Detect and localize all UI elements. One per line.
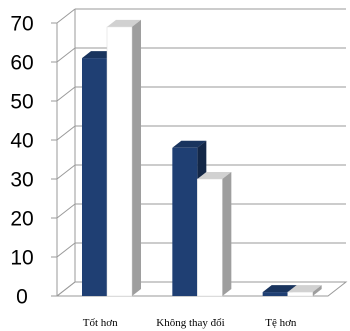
bar-top xyxy=(262,285,297,293)
y-axis: 0 10 20 30 40 50 60 70 xyxy=(10,13,57,309)
bars-layer xyxy=(82,19,322,297)
y-tick-label: 0 xyxy=(16,286,28,309)
bar xyxy=(197,172,232,297)
y-tick-label: 40 xyxy=(10,130,33,153)
y-tick-label: 50 xyxy=(10,91,33,114)
gridline xyxy=(56,281,76,297)
gridline xyxy=(56,8,76,24)
x-tick-label: Tốt hơn xyxy=(83,317,118,329)
y-tick-label: 70 xyxy=(10,13,33,36)
bar-side xyxy=(222,172,232,296)
bar xyxy=(106,19,141,297)
y-tick-label: 20 xyxy=(10,208,33,231)
bar-front xyxy=(197,178,223,297)
bar-front xyxy=(172,147,198,296)
y-tick-label: 10 xyxy=(10,247,33,270)
bar-top xyxy=(107,19,141,27)
bar-front xyxy=(287,291,313,297)
bar-side xyxy=(132,19,141,297)
bar xyxy=(287,285,322,297)
bar-side xyxy=(312,285,322,296)
gridline xyxy=(56,203,76,219)
y-tick-label: 30 xyxy=(10,169,33,192)
bar-top xyxy=(287,285,322,293)
x-tick-label: Không thay đổi xyxy=(156,317,224,329)
bar-front xyxy=(262,292,288,296)
gridline xyxy=(56,242,76,258)
gridline xyxy=(56,125,76,141)
bar-top xyxy=(172,140,207,148)
y-tick-label: 60 xyxy=(10,52,33,75)
gridline xyxy=(56,47,76,63)
bar-front xyxy=(106,26,133,297)
x-axis: Tốt hơn Không thay đổi Tệ hơn xyxy=(83,317,297,329)
gridline xyxy=(56,86,76,102)
gridline xyxy=(56,164,76,180)
x-tick-label: Tệ hơn xyxy=(265,317,297,329)
bar-front xyxy=(82,58,107,296)
bar-top xyxy=(197,172,232,179)
